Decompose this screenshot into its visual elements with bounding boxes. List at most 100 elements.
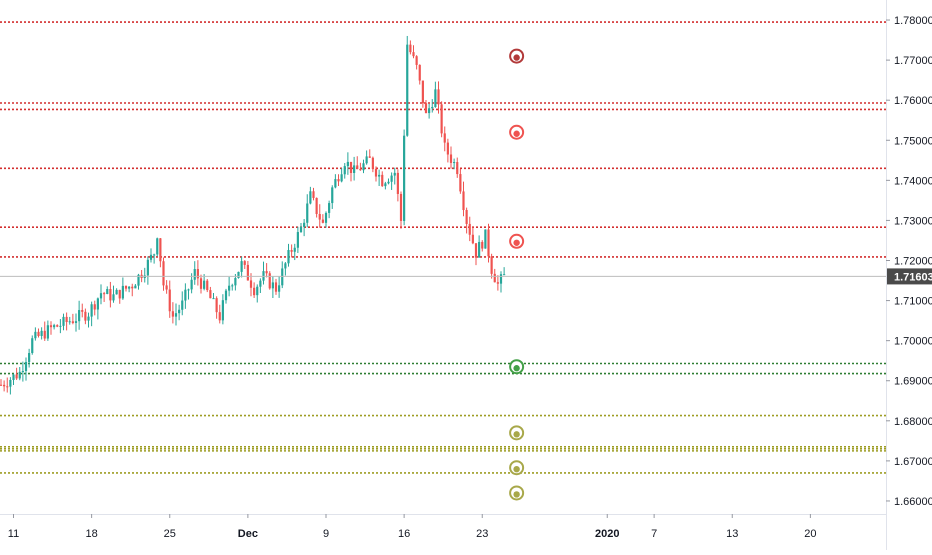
- candle-body: [274, 282, 278, 292]
- candle-body: [115, 289, 118, 295]
- candle-body: [312, 191, 315, 198]
- candle-body: [446, 142, 449, 155]
- candle-body: [299, 226, 303, 233]
- candle-body: [84, 311, 87, 321]
- candle-body: [71, 321, 74, 323]
- time-axis-background: [0, 514, 886, 550]
- candle-body: [256, 286, 259, 296]
- price-axis[interactable]: 1.78000 1.77000 1.76000 1.75000 1.74000 1.730…: [886, 0, 932, 550]
- candle-body: [28, 353, 31, 363]
- candle-body: [68, 321, 71, 323]
- price-tick-label: 1.67000: [894, 456, 932, 468]
- candle-body: [93, 304, 96, 310]
- candle-body: [453, 162, 456, 164]
- level-markers: [509, 48, 525, 501]
- candle-body: [165, 285, 168, 290]
- candle-body: [468, 223, 471, 235]
- candle-body: [456, 162, 459, 175]
- time-tick-label: 13: [726, 528, 738, 540]
- candle-body: [74, 321, 78, 323]
- candle-body: [203, 280, 206, 289]
- candle-body: [137, 274, 140, 286]
- candle-body: [462, 191, 465, 211]
- candle-body: [321, 219, 324, 223]
- candle-body: [24, 362, 28, 372]
- time-axis[interactable]: 11 18 25 Dec 9 16 23 2020 7 13 20: [0, 514, 886, 550]
- price-tick-label: 1.74000: [894, 175, 932, 187]
- candle-body: [59, 325, 62, 327]
- candle-body: [215, 298, 218, 313]
- candle-body: [249, 280, 253, 288]
- candle-body: [278, 285, 281, 292]
- level-marker-dot: [513, 431, 520, 438]
- candle-body: [193, 269, 196, 280]
- time-tick-label: 7: [651, 528, 657, 540]
- candle-body: [328, 203, 331, 213]
- candle-body: [443, 133, 446, 143]
- candle-body: [337, 179, 340, 182]
- candle-body: [231, 285, 234, 287]
- candle-body: [499, 274, 503, 284]
- candle-body: [421, 80, 424, 104]
- level-marker-dot: [513, 54, 520, 61]
- candle-body: [181, 300, 184, 310]
- candle-body: [303, 222, 306, 227]
- price-tick-label: 1.70000: [894, 336, 932, 348]
- candle-body: [174, 313, 178, 317]
- candle-body: [0, 384, 3, 386]
- candle-body: [121, 285, 124, 299]
- candle-body: [334, 179, 337, 188]
- candle-body: [418, 64, 421, 81]
- candle-body: [387, 181, 390, 184]
- candle-body: [484, 229, 487, 249]
- candle-body: [471, 234, 474, 244]
- candle-body: [221, 300, 224, 321]
- time-tick-label: 16: [398, 528, 410, 540]
- candle-body: [124, 285, 128, 289]
- candle-body: [309, 191, 312, 204]
- candle-body: [78, 310, 81, 322]
- time-tick-label: 11: [8, 528, 19, 540]
- candle-body: [15, 374, 18, 379]
- candle-body: [21, 371, 24, 373]
- candle-body: [31, 338, 34, 354]
- candle-body: [212, 298, 215, 300]
- candle-body: [406, 44, 409, 136]
- candle-body: [449, 154, 453, 163]
- candle-body: [156, 238, 159, 255]
- candle-body: [318, 213, 321, 220]
- candle-body: [365, 156, 368, 164]
- candle-body: [381, 174, 384, 187]
- price-tick-label: 1.72000: [894, 256, 932, 268]
- level-marker-dot: [513, 239, 520, 246]
- candle-body: [362, 163, 365, 171]
- candle-body: [412, 52, 415, 57]
- price-tick-label: 1.78000: [894, 15, 932, 27]
- candle-body: [262, 271, 265, 281]
- candle-body: [53, 325, 56, 328]
- price-tick-label: 1.73000: [894, 215, 932, 227]
- candle-body: [284, 263, 287, 269]
- candle-body: [99, 293, 103, 299]
- candle-body: [224, 290, 228, 301]
- candle-body: [243, 261, 246, 265]
- candle-body: [293, 247, 296, 252]
- candle-body: [490, 256, 493, 274]
- candle-body: [246, 264, 249, 281]
- price-tick-label: 1.66000: [894, 496, 932, 508]
- candle-body: [46, 325, 49, 339]
- candle-body: [49, 325, 53, 328]
- candle-body: [184, 289, 187, 301]
- candle-body: [87, 316, 90, 321]
- candle-body: [393, 172, 396, 176]
- candle-body: [199, 278, 203, 289]
- candle-body: [190, 279, 193, 290]
- candle-body: [465, 210, 468, 224]
- candle-body: [434, 89, 437, 107]
- candle-body: [118, 289, 121, 299]
- candle-body: [3, 384, 6, 387]
- current-price-badge: [887, 268, 932, 285]
- candle-body: [374, 168, 378, 177]
- candle-body: [415, 56, 418, 65]
